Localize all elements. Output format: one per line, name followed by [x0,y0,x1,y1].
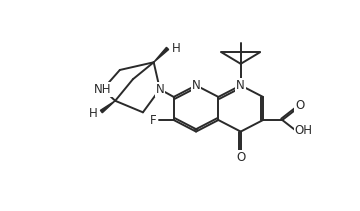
Polygon shape [100,101,115,113]
Text: NH: NH [94,83,112,96]
Text: N: N [236,79,245,92]
Text: O: O [236,151,245,164]
Text: N: N [192,79,201,92]
Text: F: F [150,114,156,127]
Text: H: H [89,107,98,120]
Text: O: O [295,99,305,112]
Text: H: H [171,42,180,55]
Text: OH: OH [295,124,313,137]
Polygon shape [154,47,168,62]
Text: N: N [156,83,164,96]
